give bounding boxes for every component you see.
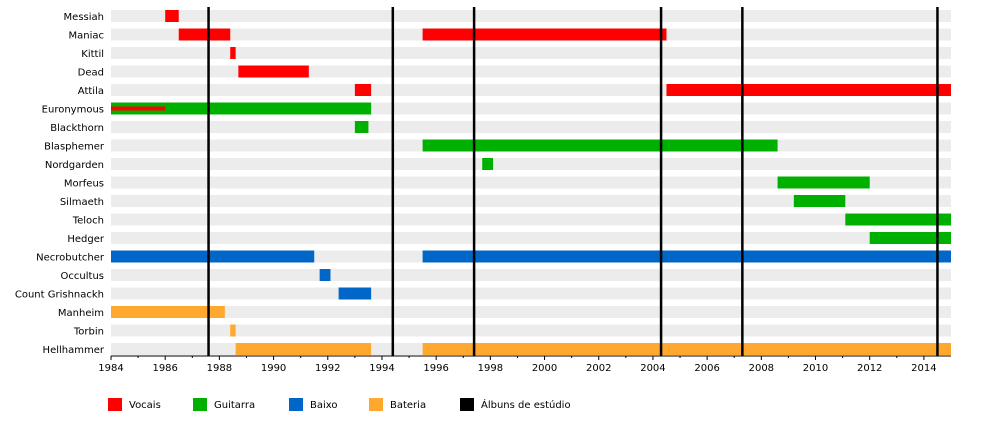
member-label: Euronymous: [42, 105, 104, 116]
x-tick-label: 2006: [694, 363, 719, 374]
member-bars: [111, 10, 951, 355]
member-label: Manheim: [58, 308, 104, 319]
member-bar-guitar: [422, 139, 778, 152]
member-bar-bass: [319, 269, 331, 281]
member-label: Necrobutcher: [36, 253, 105, 264]
x-tick-label: 2004: [640, 363, 665, 374]
member-label: Maniac: [69, 31, 105, 42]
x-tick-label: 1992: [315, 363, 340, 374]
album-lines: [207, 7, 939, 356]
row-band: [111, 195, 951, 207]
x-tick-label: 2000: [532, 363, 557, 374]
x-tick-label: 1988: [207, 363, 232, 374]
member-bar-guitar: [869, 232, 951, 244]
member-bar-vocals: [165, 10, 179, 22]
row-band: [111, 121, 951, 133]
member-bar-vocals: [354, 84, 372, 96]
x-tick-label: 2014: [911, 363, 936, 374]
member-bar-guitar: [482, 158, 494, 170]
member-bar-guitar: [793, 195, 846, 207]
member-label: Silmaeth: [60, 197, 104, 208]
member-label: Torbin: [73, 327, 104, 338]
x-axis: 1984 1986 1988 1990 1992 1994 1996 1998 2000 2002…: [98, 355, 951, 374]
member-bar-guitar: [354, 121, 369, 133]
member-bar-vocals: [178, 28, 231, 41]
member-label: Hellhammer: [43, 345, 105, 356]
member-label: Count Grishnackh: [15, 290, 104, 301]
x-tick-label: 1986: [152, 363, 177, 374]
member-bar-vocals: [230, 47, 236, 59]
x-tick-label: 1996: [423, 363, 448, 374]
row-band: [111, 213, 951, 226]
legend-swatch-albums: [460, 398, 474, 411]
member-bar-vocals-secondary: [111, 106, 166, 111]
member-bar-vocals: [666, 84, 951, 96]
member-labels: Messiah Maniac Kittil Dead Attila Euronymous B…: [15, 12, 105, 356]
member-label: Blasphemer: [44, 142, 105, 153]
member-label: Nordgarden: [45, 160, 104, 171]
x-tick-label: 1998: [478, 363, 503, 374]
member-bar-guitar: [845, 213, 951, 226]
legend-swatch-guitar: [193, 398, 207, 411]
member-bar-drums: [230, 324, 236, 337]
row-band: [111, 324, 951, 337]
row-band: [111, 287, 951, 300]
member-label: Kittil: [81, 49, 104, 60]
member-bar-guitar: [777, 176, 870, 189]
member-bar-vocals: [238, 65, 309, 78]
member-bar-vocals: [422, 28, 667, 41]
row-band: [111, 10, 951, 22]
row-band: [111, 65, 951, 78]
row-band: [111, 232, 951, 244]
legend-label-bass: Baixo: [310, 400, 338, 411]
legend: Vocais Guitarra Baixo Bateria Álbuns de estú…: [108, 398, 571, 411]
x-tick-label: 1990: [261, 363, 286, 374]
legend-label-vocals: Vocais: [129, 400, 161, 411]
member-bar-bass: [111, 250, 315, 263]
row-band: [111, 306, 951, 318]
row-band: [111, 158, 951, 170]
member-bar-bass: [422, 250, 951, 263]
x-tick-label: 1984: [98, 363, 123, 374]
legend-swatch-bass: [289, 398, 303, 411]
member-bar-drums: [235, 343, 372, 355]
legend-swatch-vocals: [108, 398, 122, 411]
member-label: Dead: [78, 68, 104, 79]
member-label: Teloch: [72, 216, 104, 227]
member-label: Occultus: [61, 271, 104, 282]
member-label: Morfeus: [64, 179, 104, 190]
member-label: Attila: [78, 86, 104, 97]
legend-label-drums: Bateria: [390, 400, 426, 411]
x-tick-label: 2008: [749, 363, 774, 374]
row-band: [111, 269, 951, 281]
x-tick-label: 2002: [586, 363, 611, 374]
member-bar-bass: [338, 287, 372, 300]
x-tick-label: 2012: [857, 363, 882, 374]
member-label: Blackthorn: [50, 123, 104, 134]
legend-label-albums: Álbuns de estúdio: [481, 398, 571, 411]
member-label: Messiah: [64, 12, 104, 23]
row-band: [111, 47, 951, 59]
member-bar-drums: [422, 343, 951, 355]
x-tick-label: 1994: [369, 363, 394, 374]
row-band: [111, 176, 951, 189]
member-bar-drums: [111, 306, 225, 318]
member-label: Hedger: [67, 234, 105, 245]
x-tick-label: 2010: [803, 363, 828, 374]
legend-swatch-drums: [369, 398, 383, 411]
member-bar-guitar: [111, 102, 372, 115]
legend-label-guitar: Guitarra: [214, 400, 255, 411]
